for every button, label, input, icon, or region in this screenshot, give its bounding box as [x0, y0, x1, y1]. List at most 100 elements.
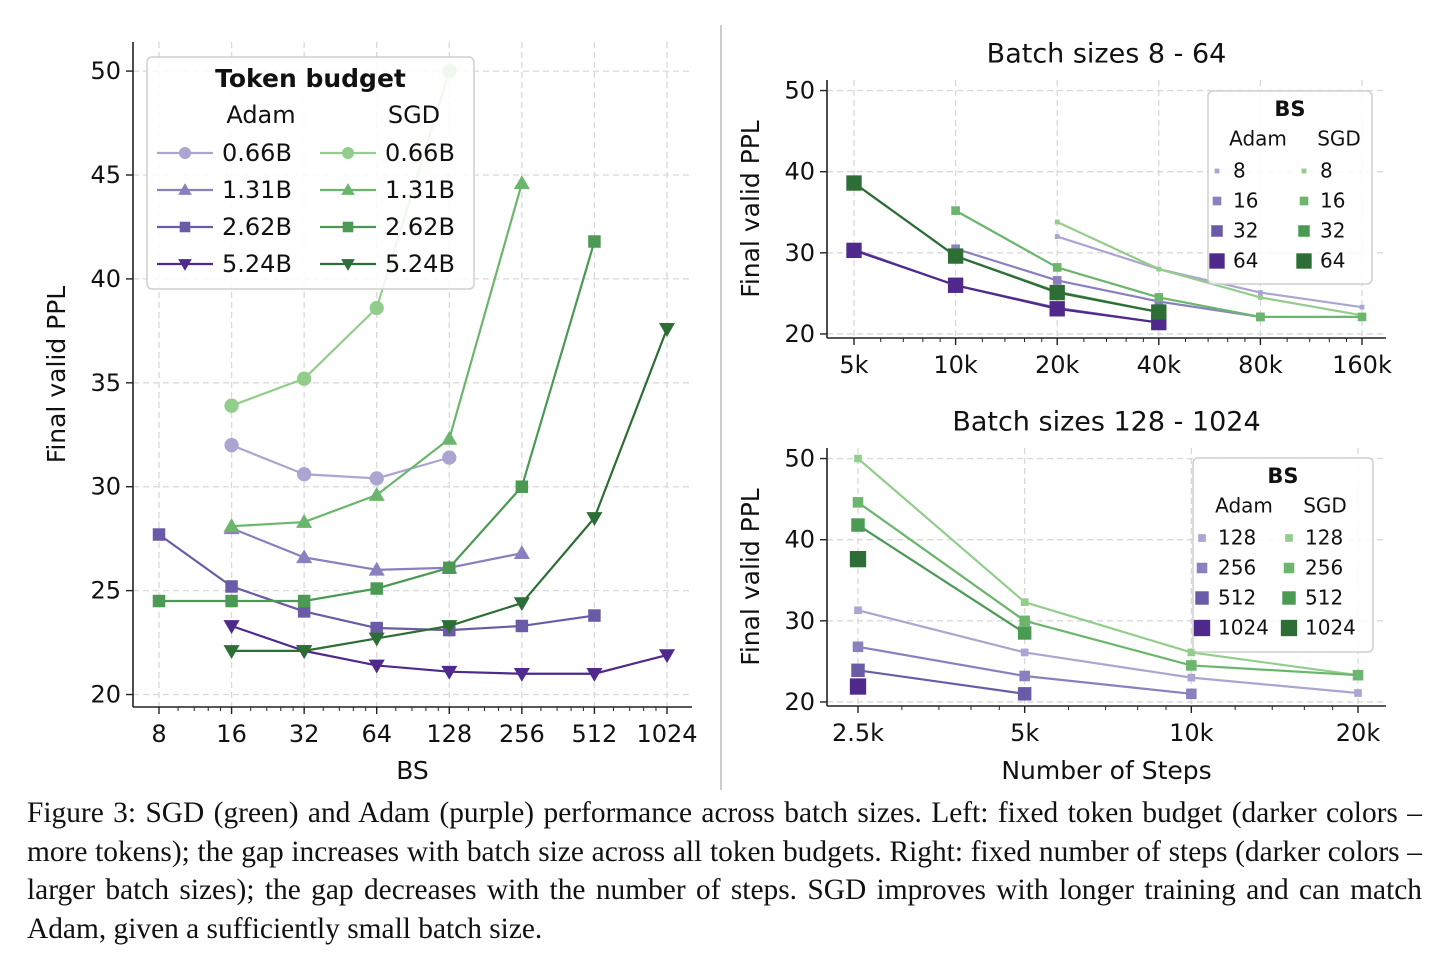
series-line — [857, 457, 1359, 677]
data-point — [658, 649, 676, 664]
x-tick-label: 20k — [1035, 351, 1080, 379]
legend-label: 1.31B — [222, 176, 292, 204]
data-point — [1352, 669, 1364, 681]
y-tick-label: 40 — [784, 158, 815, 186]
y-tick-label: 20 — [90, 681, 121, 709]
data-point — [1258, 290, 1263, 295]
data-point — [441, 430, 458, 445]
series-line — [857, 501, 1359, 677]
y-axis-label: Final valid PPL — [736, 120, 765, 298]
data-point — [1020, 598, 1029, 606]
legend-title: BS — [1267, 464, 1298, 488]
data-point — [513, 175, 530, 190]
data-point — [1357, 312, 1367, 322]
data-point — [852, 497, 864, 508]
data-point — [1020, 648, 1029, 657]
x-axis-label: BS — [396, 756, 429, 785]
data-point — [947, 277, 964, 293]
series-line — [857, 609, 1359, 695]
x-tick-label: 64 — [361, 720, 392, 748]
data-point — [369, 471, 384, 486]
data-point — [586, 512, 603, 526]
legend-marker — [341, 259, 355, 271]
data-point — [513, 597, 530, 612]
legend-header-adam: Adam — [1215, 494, 1273, 518]
series-line — [853, 249, 1159, 324]
legend-label: 16 — [1233, 189, 1258, 213]
y-axis-label: Final valid PPL — [736, 488, 765, 666]
data-point — [586, 667, 603, 682]
legend-marker — [178, 146, 192, 160]
y-tick-label: 50 — [784, 77, 815, 105]
data-point — [851, 663, 865, 678]
figure-caption: Figure 3: SGD (green) and Adam (purple) … — [27, 797, 1422, 945]
legend-marker — [178, 259, 192, 271]
data-point — [223, 620, 240, 635]
legend-label: 2.62B — [222, 213, 292, 241]
legend-title: Token budget — [215, 64, 406, 93]
legend-header-adam: Adam — [1229, 127, 1287, 151]
data-point — [851, 518, 865, 532]
series-line — [853, 248, 1159, 324]
legend-label: 5.24B — [385, 250, 455, 278]
legend-header-adam: Adam — [226, 101, 295, 129]
legend-marker — [1301, 168, 1307, 174]
legend-marker — [342, 221, 354, 233]
x-tick-label: 8 — [151, 720, 166, 748]
legend-label: 256 — [1305, 556, 1343, 580]
data-point — [854, 606, 862, 615]
y-tick-label: 50 — [90, 57, 121, 85]
data-point — [1151, 304, 1167, 320]
legend-marker — [1193, 619, 1211, 637]
data-point — [296, 371, 312, 386]
x-tick-label: 20k — [1336, 719, 1381, 747]
legend-marker — [1296, 253, 1312, 269]
x-tick-label: 160k — [1332, 351, 1392, 379]
data-point — [1019, 670, 1030, 682]
x-tick-label: 512 — [572, 720, 618, 748]
legend-label: 2.62B — [385, 213, 455, 241]
data-point — [297, 605, 311, 618]
x-tick-label: 32 — [289, 720, 320, 748]
legend-label: 8 — [1233, 159, 1246, 183]
data-point — [1054, 219, 1060, 225]
data-point — [951, 206, 960, 215]
data-point — [225, 580, 238, 593]
x-tick-label: 5k — [839, 351, 868, 379]
data-point — [223, 645, 240, 659]
chart-top-right-batch-8-64: 5k 10k 20k 40k 80k 160k 20 30 40 50 Batch sizes 8 … — [736, 39, 1392, 380]
chart-left-fixed-token-budget: 8 16 32 64 128 256 512 1024 20 25 30 35 40 45 50 BS Fina… — [42, 42, 698, 785]
data-point — [370, 582, 383, 595]
data-point — [370, 621, 383, 635]
data-point — [513, 545, 530, 560]
data-point — [296, 645, 313, 659]
legend-box — [1192, 457, 1374, 653]
legend-label: 256 — [1218, 556, 1256, 580]
data-point — [443, 561, 456, 575]
legend-label: 64 — [1233, 249, 1258, 273]
legend-marker — [1282, 591, 1296, 605]
legend-label: 1024 — [1218, 616, 1269, 640]
figure: 8 16 32 64 128 256 512 1024 20 25 30 35 40 45 50 BS Fina… — [42, 25, 1392, 790]
data-point — [297, 594, 311, 608]
legend-label: 32 — [1233, 219, 1258, 243]
legend-marker — [1299, 196, 1309, 206]
legend-label: 0.66B — [385, 139, 455, 167]
data-point — [1017, 687, 1032, 701]
data-point — [1187, 648, 1196, 657]
data-point — [368, 486, 385, 501]
x-tick-label: 1024 — [636, 720, 697, 748]
x-tick-label: 2.5k — [832, 719, 884, 747]
legend-label: 1.31B — [385, 176, 455, 204]
legend-label: 512 — [1305, 586, 1343, 610]
legend-label: 128 — [1305, 526, 1343, 550]
legend-label: 128 — [1218, 526, 1256, 550]
data-point — [441, 665, 458, 680]
series-line — [955, 247, 1261, 318]
legend-label: 32 — [1320, 219, 1345, 243]
data-point — [224, 398, 239, 413]
y-tick-label: 45 — [90, 161, 121, 189]
data-point — [441, 620, 458, 635]
legend-marker — [1211, 225, 1223, 237]
legend-header-sgd: SGD — [388, 101, 440, 129]
